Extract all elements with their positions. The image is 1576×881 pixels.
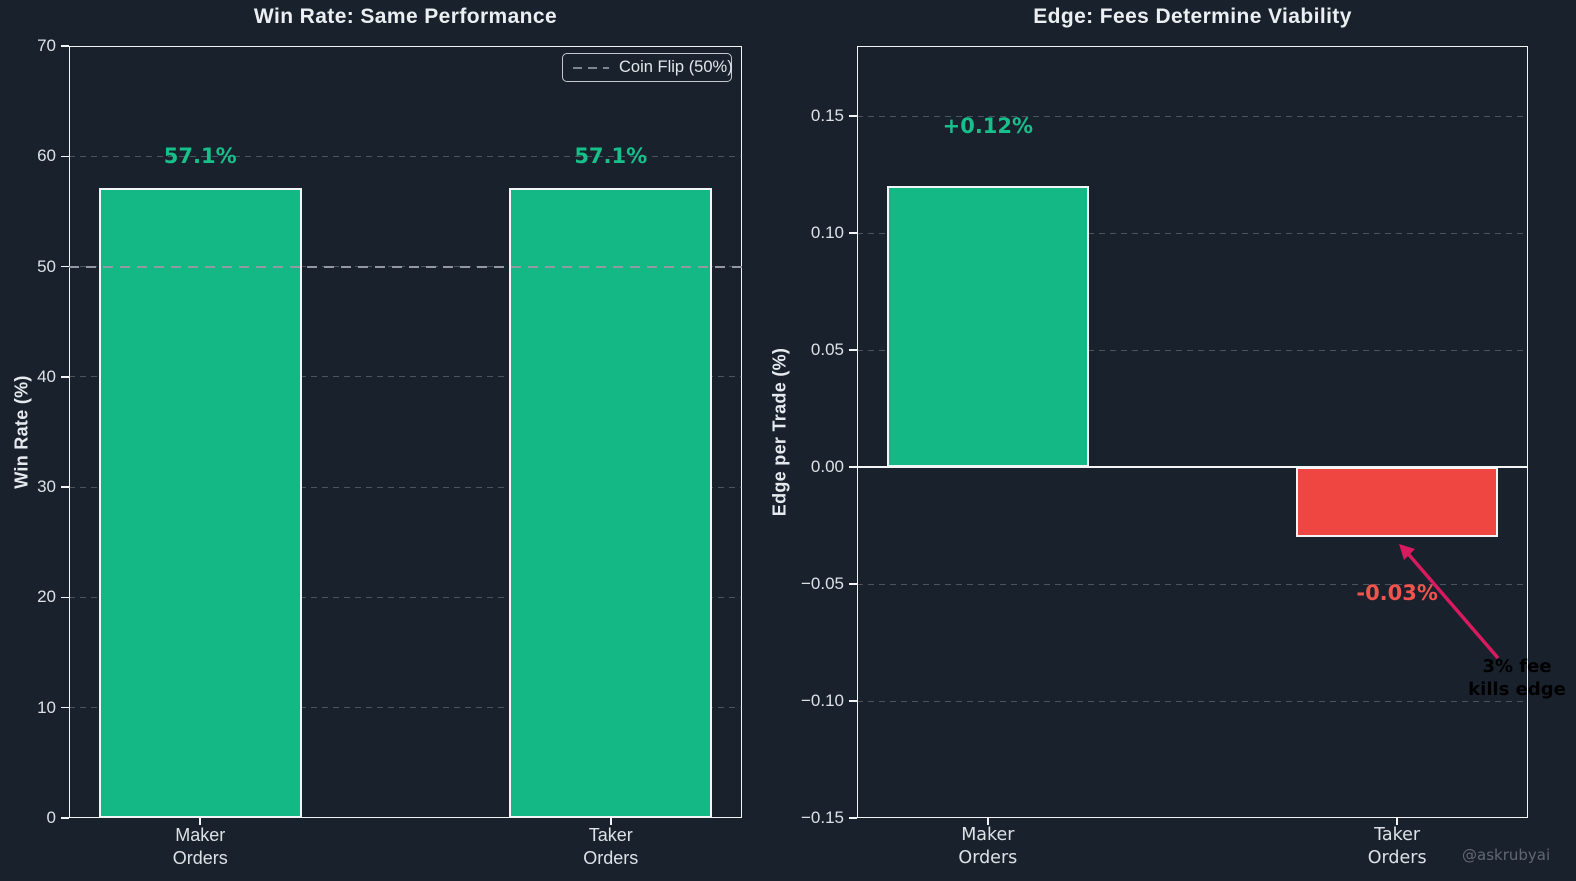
right-axes-frame <box>857 46 1528 818</box>
y-tick-mark <box>61 155 69 158</box>
y-tick-label: −0.15 <box>800 808 844 827</box>
bar-value-label: 57.1% <box>574 144 648 169</box>
y-tick-mark <box>61 265 69 268</box>
bar-value-label: 57.1% <box>163 144 237 169</box>
x-tick-label-line: Orders <box>583 848 639 868</box>
annotation-text: 3% fee kills edge <box>1452 655 1576 701</box>
x-tick-label: Maker Orders <box>958 824 1017 870</box>
gridline <box>857 349 1528 351</box>
bar-taker-orders <box>509 188 713 818</box>
gridline <box>69 707 742 709</box>
x-tick-mark <box>610 818 612 825</box>
x-tick-label-line: Orders <box>172 848 228 868</box>
y-tick-label: −0.10 <box>800 691 844 711</box>
x-tick-label-line: Maker <box>175 825 226 845</box>
y-tick-label: 20 <box>37 587 56 607</box>
y-tick-mark <box>61 45 69 47</box>
x-tick-label-line: Taker <box>1374 825 1421 845</box>
legend-label: Coin Flip (50%) <box>619 58 733 76</box>
y-tick-label: 0.10 <box>810 223 844 243</box>
x-tick-label-line: Orders <box>1367 848 1427 868</box>
bar-taker-orders <box>1295 467 1499 538</box>
x-tick-label-line: Taker <box>588 825 633 845</box>
y-tick-label: −0.05 <box>800 574 844 594</box>
y-tick-mark <box>61 706 69 709</box>
x-tick-label-line: Orders <box>958 848 1018 868</box>
y-tick-mark <box>61 596 69 599</box>
y-tick-label: 40 <box>37 366 56 386</box>
gridline <box>69 596 742 598</box>
y-tick-mark <box>61 817 69 819</box>
gridline <box>69 155 742 157</box>
gridline <box>857 583 1528 585</box>
y-tick-mark <box>849 349 857 351</box>
gridline <box>857 700 1528 702</box>
y-tick-mark <box>849 583 857 585</box>
x-tick-mark <box>1396 818 1398 825</box>
right-y-axis-label: Edge per Trade (%) <box>769 347 790 517</box>
x-tick-label-line: Maker <box>961 825 1015 845</box>
gridline <box>69 486 742 488</box>
annotation-line-1: 3% fee <box>1482 656 1552 677</box>
y-tick-label: 60 <box>37 146 56 166</box>
bar-maker-orders <box>98 188 302 818</box>
y-tick-mark <box>849 817 857 819</box>
annotation-arrow-icon <box>1399 544 1500 660</box>
gridline <box>857 115 1528 117</box>
bar-maker-orders <box>886 186 1090 468</box>
left-axes-frame <box>69 46 742 818</box>
left-y-axis-label: Win Rate (%) <box>11 375 32 489</box>
left-chart-title: Win Rate: Same Performance <box>253 5 558 28</box>
y-tick-label: 70 <box>37 36 56 55</box>
y-tick-label: 0.15 <box>810 106 844 126</box>
x-tick-label: Taker Orders <box>583 824 638 870</box>
y-tick-mark <box>61 486 69 488</box>
x-tick-mark <box>199 818 201 825</box>
y-tick-mark <box>61 376 69 378</box>
coin-flip-line <box>69 265 742 268</box>
annotation-line-2: kills edge <box>1468 679 1566 700</box>
bar-value-label: +0.12% <box>942 114 1034 139</box>
y-tick-mark <box>849 232 857 234</box>
x-tick-mark <box>987 818 989 825</box>
bar-value-label: -0.03% <box>1356 581 1438 606</box>
x-tick-label: Maker Orders <box>173 824 228 870</box>
zero-line <box>857 466 1528 469</box>
y-tick-mark <box>849 115 857 117</box>
y-tick-label: 30 <box>37 477 56 497</box>
gridline <box>857 232 1528 234</box>
y-tick-mark <box>849 700 857 702</box>
x-tick-label: Taker Orders <box>1368 824 1427 870</box>
gridline <box>69 376 742 378</box>
y-tick-label: 0 <box>46 808 56 827</box>
y-tick-label: 0.05 <box>810 340 844 360</box>
dashed-line-icon <box>573 66 609 69</box>
legend: Coin Flip (50%) <box>562 53 733 82</box>
y-tick-label: 0.00 <box>810 457 844 477</box>
right-chart-title: Edge: Fees Determine Viability <box>1033 5 1352 28</box>
y-tick-mark <box>849 466 857 468</box>
watermark: @askrubyai <box>1462 846 1551 864</box>
y-tick-label: 50 <box>37 256 56 276</box>
y-tick-label: 10 <box>37 697 56 717</box>
